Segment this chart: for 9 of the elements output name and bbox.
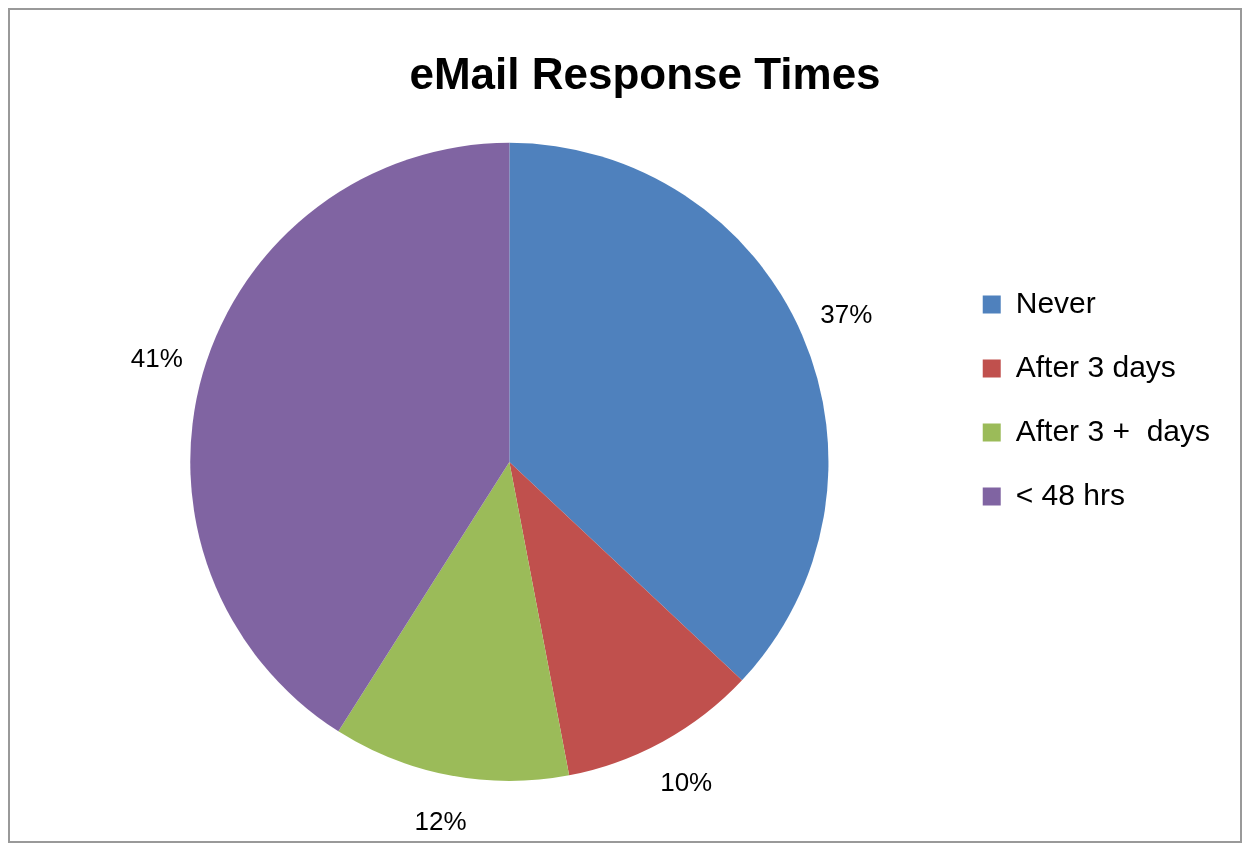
chart-title: eMail Response Times	[409, 48, 881, 98]
data-label: 12%	[414, 805, 467, 836]
data-label: 37%	[820, 299, 873, 330]
data-label: 10%	[660, 766, 713, 797]
legend-label: After 3 + days	[1015, 413, 1211, 447]
legend-label: After 3 days	[1015, 349, 1176, 383]
legend-label: Never	[1015, 285, 1096, 319]
data-label: 41%	[130, 342, 183, 373]
legend-label: < 48 hrs	[1015, 477, 1125, 511]
